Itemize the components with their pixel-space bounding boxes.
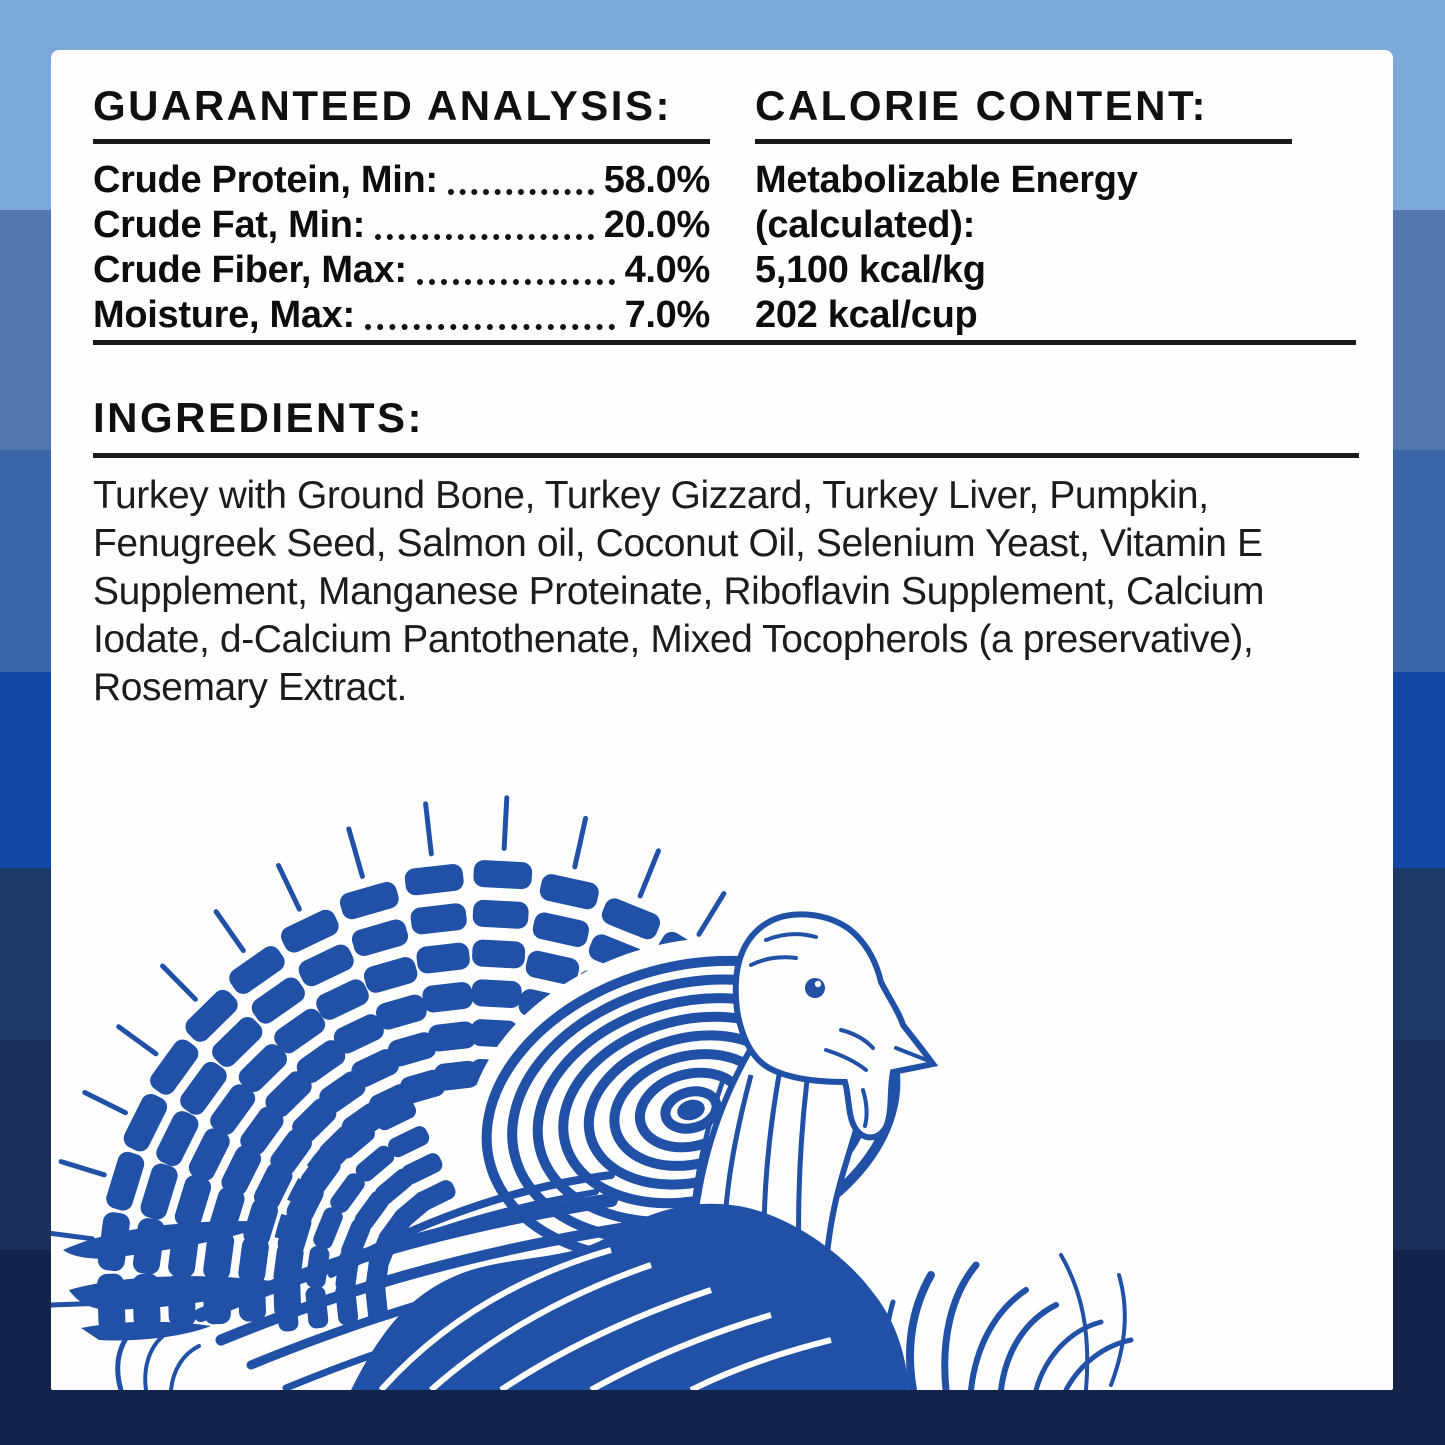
guaranteed-analysis-section: GUARANTEED ANALYSIS: Crude Protein, Min:… bbox=[93, 82, 710, 337]
ingredients-rule bbox=[93, 453, 1359, 458]
analysis-bottom-rule bbox=[93, 340, 1356, 345]
dot-leader bbox=[364, 324, 615, 331]
turkey-engraving-icon bbox=[51, 795, 1134, 1390]
analysis-value: 7.0% bbox=[624, 294, 711, 337]
analysis-row-moisture: Moisture, Max: 7.0% bbox=[93, 292, 710, 337]
analysis-label: Crude Protein, Min: bbox=[93, 159, 438, 202]
analysis-value: 4.0% bbox=[624, 249, 711, 292]
calorie-line: (calculated): bbox=[755, 204, 975, 247]
calorie-content-title: CALORIE CONTENT: bbox=[755, 82, 1208, 129]
analysis-row-fiber: Crude Fiber, Max: 4.0% bbox=[93, 247, 710, 292]
calorie-line: 202 kcal/cup bbox=[755, 294, 978, 337]
dot-leader bbox=[375, 234, 594, 241]
analysis-value: 58.0% bbox=[603, 159, 711, 202]
calorie-content-section: CALORIE CONTENT: Metabolizable Energy (c… bbox=[755, 82, 1355, 337]
label-card: GUARANTEED ANALYSIS: Crude Protein, Min:… bbox=[51, 50, 1393, 1390]
guaranteed-analysis-rule bbox=[93, 139, 710, 145]
analysis-label: Moisture, Max: bbox=[93, 294, 355, 337]
analysis-row-fat: Crude Fat, Min: 20.0% bbox=[93, 202, 710, 247]
guaranteed-analysis-rows: Crude Protein, Min: 58.0% Crude Fat, Min… bbox=[93, 157, 710, 337]
calorie-line: 5,100 kcal/kg bbox=[755, 249, 986, 292]
analysis-value: 20.0% bbox=[603, 204, 711, 247]
analysis-label: Crude Fat, Min: bbox=[93, 204, 366, 247]
calorie-content-rule bbox=[755, 139, 1292, 145]
analysis-row-protein: Crude Protein, Min: 58.0% bbox=[93, 157, 710, 202]
calorie-content-lines: Metabolizable Energy (calculated): 5,100… bbox=[755, 157, 1355, 337]
dot-leader bbox=[416, 279, 615, 286]
ingredients-title: INGREDIENTS: bbox=[93, 394, 425, 441]
turkey-illustration bbox=[51, 730, 1393, 1390]
guaranteed-analysis-title: GUARANTEED ANALYSIS: bbox=[93, 82, 672, 129]
ingredients-text: Turkey with Ground Bone, Turkey Gizzard,… bbox=[93, 474, 1265, 709]
dot-leader bbox=[447, 189, 594, 196]
analysis-label: Crude Fiber, Max: bbox=[93, 249, 407, 292]
calorie-line: Metabolizable Energy bbox=[755, 159, 1138, 202]
